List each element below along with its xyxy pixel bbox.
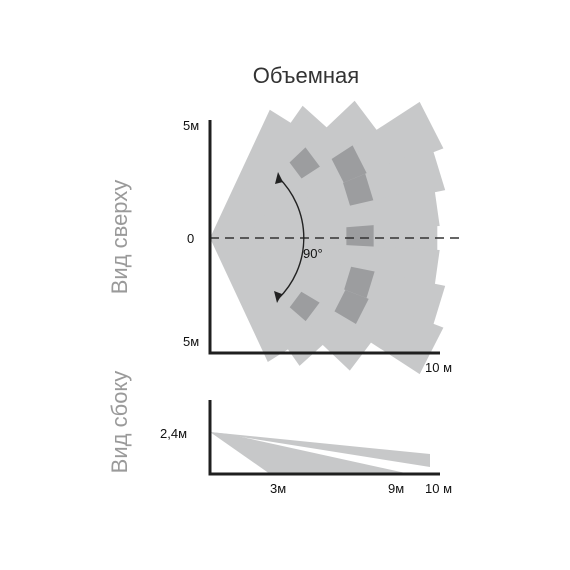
top-view-tick-top: 5м xyxy=(183,118,199,133)
top-view-tick-zero: 0 xyxy=(187,231,194,246)
top-view-beam-sensitive-zone-5 xyxy=(343,173,375,210)
side-view-tick-height: 2,4м xyxy=(160,426,187,441)
top-view-beam-13 xyxy=(210,238,297,362)
side-view-tick-3m: 3м xyxy=(270,481,286,496)
top-view-beam-sensitive-zone-4 xyxy=(331,145,369,187)
top-view-beam-10 xyxy=(210,238,444,375)
side-view-beam-far xyxy=(210,432,430,467)
side-view-beam-near xyxy=(210,432,410,474)
side-view-tick-9m: 9м xyxy=(388,481,404,496)
top-view-beam-fan xyxy=(210,100,446,375)
angle-label: 90° xyxy=(303,246,323,261)
top-view-beam-2 xyxy=(210,105,332,239)
side-view-tick-10m: 10 м xyxy=(425,481,452,496)
top-view-beam-5 xyxy=(210,146,446,238)
top-view-beam-4 xyxy=(210,101,444,238)
angle-arc xyxy=(277,176,305,300)
angle-arrow-down-icon xyxy=(274,291,282,303)
angle-arrow-up-icon xyxy=(275,172,283,184)
side-view-label: Вид сбоку xyxy=(107,371,132,474)
top-view-tick-x: 10 м xyxy=(425,360,452,375)
top-view-tick-bottom: 5м xyxy=(183,334,199,349)
top-view-beam-12 xyxy=(210,238,328,366)
side-view-axes xyxy=(208,400,440,476)
top-view-label: Вид сверху xyxy=(107,180,132,295)
top-view-axes xyxy=(208,120,440,355)
diagram-title: Объемная xyxy=(253,63,359,88)
top-view-beam-1 xyxy=(210,109,300,239)
